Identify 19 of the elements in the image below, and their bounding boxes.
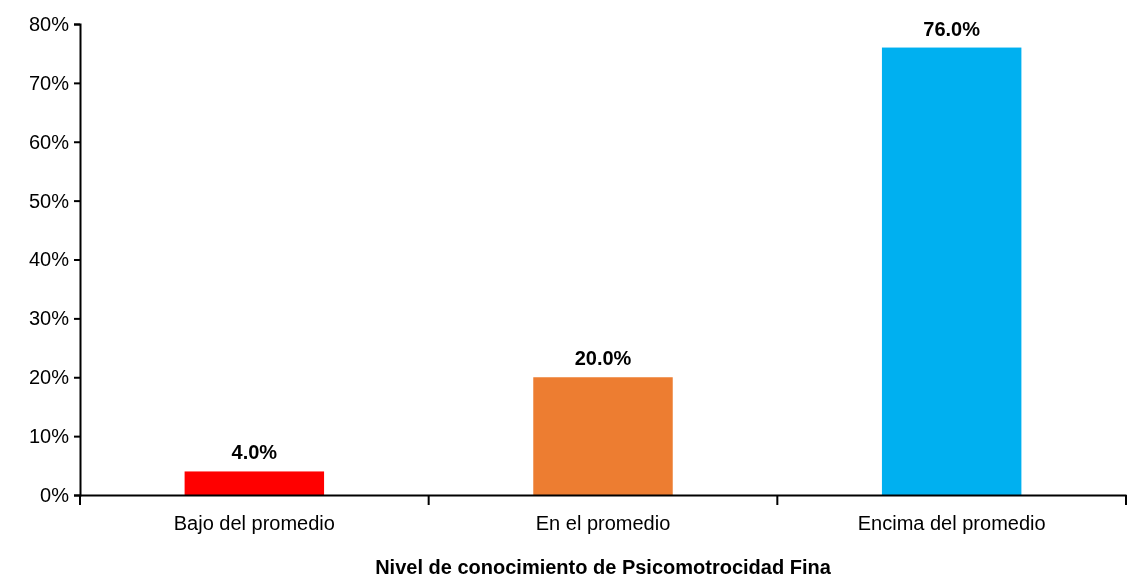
bar [184,471,325,495]
data-label: 76.0% [923,17,981,40]
y-tick-label: 10% [28,425,70,448]
y-tick-label: 20% [28,366,70,389]
bar [533,377,673,495]
y-tick-label: 80% [28,12,70,35]
x-tick-label: En el promedio [535,512,671,534]
y-tick-label: 40% [28,248,70,271]
y-tick-label: 50% [28,189,70,212]
x-axis-title: Nivel de conocimiento de Psicomotrocidad Fina [375,556,832,578]
y-tick-label: 0% [40,483,70,506]
x-tick-label: Encima del promedio [857,512,1046,534]
y-tick-label: 70% [28,71,70,94]
data-label: 20.0% [574,347,632,370]
bar [881,47,1022,495]
y-tick-label: 60% [28,130,70,153]
x-tick-label: Bajo del promedio [173,512,335,534]
data-label: 4.0% [231,441,278,464]
y-tick-label: 30% [28,307,70,330]
